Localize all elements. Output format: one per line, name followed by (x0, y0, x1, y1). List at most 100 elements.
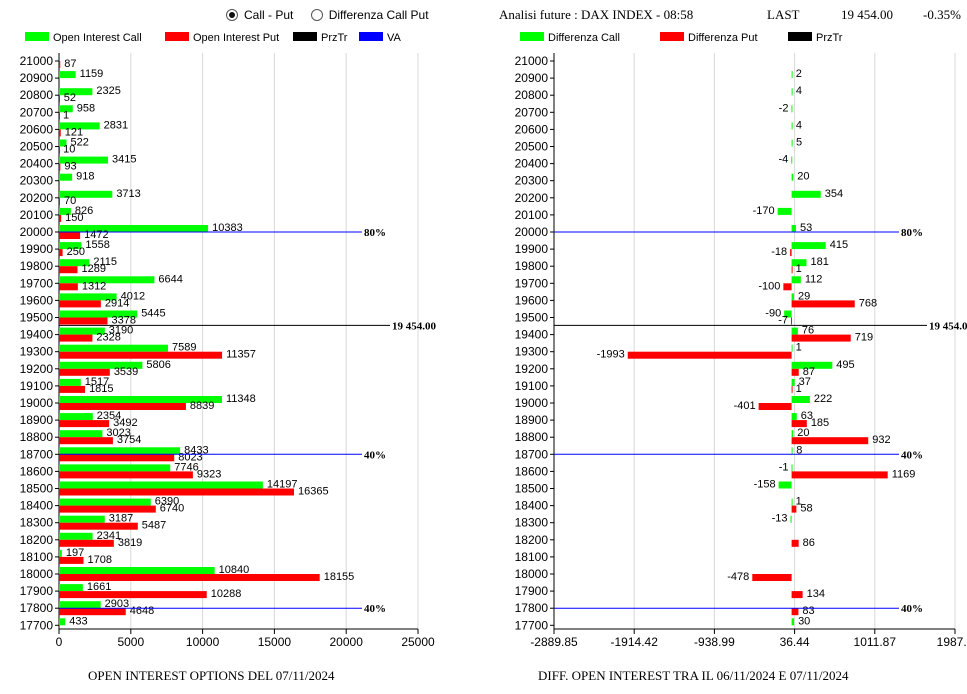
call-bar (59, 293, 117, 301)
data-label: 121 (65, 126, 83, 138)
call-bar (59, 71, 76, 79)
data-label: 3415 (112, 154, 136, 166)
put-bar (59, 420, 110, 428)
call-bar (59, 413, 93, 421)
y-tick-label: 19900 (515, 242, 549, 256)
data-label: 1289 (82, 263, 106, 275)
y-tick-label: 19200 (20, 362, 54, 376)
call-bar (778, 481, 792, 489)
radio-differenza-call-put[interactable]: Differenza Call Put (310, 8, 429, 22)
data-label: 52 (64, 92, 76, 104)
legend-label: Open Interest Put (193, 32, 279, 44)
y-tick-label: 20300 (515, 174, 549, 188)
header-title: Analisi future : DAX INDEX - 08:58 (499, 7, 694, 22)
put-bar (59, 300, 101, 308)
y-tick-label: 20100 (20, 208, 54, 222)
data-label: 5487 (142, 520, 166, 532)
call-bar (791, 173, 794, 181)
put-bar (59, 403, 186, 410)
radio-unselected-icon (310, 9, 323, 21)
data-label: 7746 (174, 461, 198, 473)
y-tick-label: 18100 (515, 550, 549, 564)
call-bar (791, 293, 794, 301)
radio-label: Differenza Call Put (328, 8, 429, 22)
call-bar (791, 447, 793, 455)
call-bar (791, 225, 796, 232)
x-tick-label: 10000 (186, 635, 220, 649)
put-bar (791, 539, 799, 547)
data-label: 10840 (219, 564, 250, 576)
data-label: 1517 (85, 376, 109, 388)
data-label: 150 (65, 212, 83, 224)
put-bar (791, 608, 799, 616)
data-label: 29 (798, 290, 810, 302)
data-label: 134 (807, 588, 825, 600)
call-bar (59, 447, 181, 455)
call-bar (59, 430, 103, 438)
radio-call-put[interactable]: Call - Put (226, 8, 293, 22)
data-label: 2831 (104, 119, 128, 131)
y-tick-label: 18400 (20, 499, 54, 513)
data-label: -18 (771, 246, 787, 258)
y-tick-label: 19000 (515, 396, 549, 410)
data-label: 2354 (97, 410, 121, 422)
y-tick-label: 19600 (515, 293, 549, 307)
call-bar (59, 498, 151, 506)
put-bar (791, 317, 793, 325)
y-tick-label: 20600 (515, 122, 549, 136)
call-bar (59, 225, 209, 232)
call-bar (59, 378, 81, 386)
x-tick-label: 25000 (401, 635, 435, 649)
y-tick-label: 17700 (20, 618, 54, 632)
data-label: 3378 (112, 315, 136, 327)
legend-label: PrzTr (816, 32, 843, 44)
put-bar (791, 437, 869, 445)
call-bar (59, 396, 222, 403)
put-bar (59, 471, 193, 479)
y-tick-label: 18500 (20, 482, 54, 496)
data-label: 3492 (113, 417, 137, 429)
put-bar (59, 283, 78, 291)
call-bar (791, 464, 793, 472)
call-bar (791, 139, 793, 147)
y-tick-label: 20100 (515, 208, 549, 222)
data-label: 6740 (160, 503, 184, 515)
data-label: 3187 (109, 513, 133, 525)
data-label: 37 (799, 376, 811, 388)
call-bar (59, 276, 155, 284)
data-label: 2115 (93, 256, 117, 268)
data-label: 433 (69, 615, 87, 627)
put-bar (790, 249, 792, 257)
data-label: 768 (859, 297, 877, 309)
data-label: 1169 (892, 468, 916, 480)
y-tick-label: 17900 (515, 584, 549, 598)
data-label: 11357 (226, 349, 256, 361)
data-label: 1 (796, 263, 802, 275)
put-bar (59, 249, 63, 257)
y-tick-label: 19800 (515, 259, 549, 273)
data-label: 20 (797, 427, 809, 439)
y-tick-label: 20700 (20, 105, 54, 119)
x-tick-label: -1914.42 (611, 635, 659, 649)
data-label: 1558 (85, 239, 109, 251)
y-tick-label: 19200 (515, 362, 549, 376)
y-tick-label: 19300 (515, 345, 549, 359)
y-tick-label: 18800 (515, 430, 549, 444)
y-tick-label: 17900 (20, 584, 54, 598)
data-label: 18155 (324, 571, 355, 583)
data-label: 719 (855, 332, 873, 344)
put-bar (59, 368, 110, 376)
call-bar (59, 173, 73, 181)
data-label: 93 (64, 161, 76, 173)
data-label: 20 (797, 171, 809, 183)
put-bar (59, 163, 61, 171)
data-label: 826 (75, 205, 93, 217)
data-label: 76 (802, 325, 814, 337)
data-label: 30 (798, 615, 810, 627)
reference-label: 40% (364, 449, 386, 461)
y-tick-label: 18200 (20, 533, 54, 547)
data-label: 70 (64, 195, 76, 207)
call-bar (59, 88, 93, 96)
data-label: 1472 (84, 229, 108, 241)
